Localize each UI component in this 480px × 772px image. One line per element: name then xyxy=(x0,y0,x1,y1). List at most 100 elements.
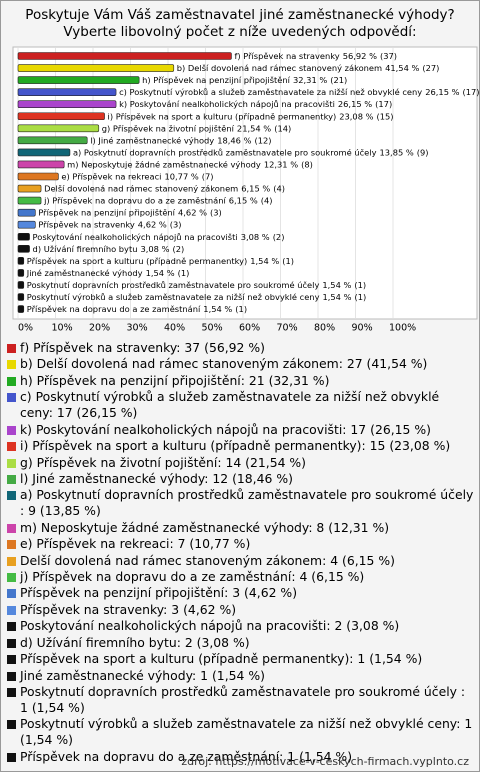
legend-label: Příspěvek na stravenky: 3 (4,62 %) xyxy=(20,601,237,617)
bar xyxy=(17,148,71,157)
legend-item: a) Poskytnutí dopravních prostředků zamě… xyxy=(7,487,475,518)
bar-label: Delší dovolená nad rámec stanovený zákon… xyxy=(44,183,285,193)
bar-label: e) Příspěvek na rekreaci 10,77 % (7) xyxy=(61,171,213,181)
count-label: (15) xyxy=(377,111,394,121)
legend-item: Příspěvek na dopravu do a ze zaměstnání:… xyxy=(7,749,475,765)
bar xyxy=(17,269,25,277)
legend-label: c) Poskytnutí výrobků a služeb zaměstnav… xyxy=(20,389,440,421)
count-label: (27) xyxy=(422,63,439,73)
legend-item: l) Jiné zaměstnanecké výhody: 12 (18,46 … xyxy=(7,471,475,487)
category-label: Delší dovolená nad rámec stanovený zákon… xyxy=(44,183,238,193)
bar xyxy=(17,196,42,205)
legend-label: i) Příspěvek na sport a kulturu (případn… xyxy=(20,438,451,454)
category-label: h) Příspěvek na penzijní připojištění xyxy=(142,75,291,85)
source: zdroj: https://motivace-v-ceskych-firmac… xyxy=(181,755,469,768)
value-label: 6,15 % xyxy=(241,183,270,193)
count-label: (1) xyxy=(235,304,247,314)
value-label: 1,54 % xyxy=(322,292,351,302)
bar-label: Příspěvek na penzijní připojištění 4,62 %… xyxy=(38,207,221,217)
legend-marker xyxy=(7,638,16,648)
count-label: (1) xyxy=(178,267,190,277)
x-tick-label: 20% xyxy=(89,323,110,334)
value-label: 56,92 % xyxy=(343,51,377,61)
count-label: (3) xyxy=(210,207,222,217)
legend-marker xyxy=(7,752,16,762)
legend-label: b) Delší dovolená nad rámec stanoveným z… xyxy=(20,356,428,372)
legend-marker xyxy=(7,344,16,353)
legend-label: j) Příspěvek na dopravu do a ze zaměstná… xyxy=(20,569,365,584)
legend-item: f) Příspěvek na stravenky: 37 (56,92 %) xyxy=(7,340,475,356)
value-label: 10,77 % xyxy=(164,171,198,181)
value-label: 26,15 % xyxy=(425,87,459,97)
value-label: 1,54 % xyxy=(203,304,232,314)
legend-marker xyxy=(7,622,16,632)
value-label: 21,54 % xyxy=(237,123,271,133)
legend-item: m) Neposkytuje žádné zaměstnanecké výhod… xyxy=(7,520,475,536)
bar-label: m) Neposkytuje žádné zaměstnanecké výhod… xyxy=(67,159,313,169)
bar xyxy=(17,136,88,145)
bar-label: i) Příspěvek na sport a kulturu (případn… xyxy=(108,111,394,121)
legend-marker xyxy=(7,458,16,468)
bar-label: j) Příspěvek na dopravu do a ze zaměstná… xyxy=(43,195,272,205)
category-label: k) Poskytování nealkoholických nápojů na… xyxy=(119,99,335,109)
legend-item: g) Příspěvek na životní pojištění: 14 (2… xyxy=(7,455,475,471)
category-label: Příspěvek na stravenky xyxy=(38,219,135,229)
chart-title: Poskytuje Vám Váš zaměstnavatel jiné zam… xyxy=(25,7,454,23)
bar xyxy=(17,293,25,301)
value-label: 18,46 % xyxy=(217,135,251,145)
value-label: 6,15 % xyxy=(229,195,258,205)
legend-label: Poskytnutí dopravních prostředků zaměstn… xyxy=(20,684,466,715)
bar-label: c) Poskytnutí výrobků a služeb zaměstnav… xyxy=(119,87,479,97)
legend-item: Jiné zaměstnanecké výhody: 1 (1,54 %) xyxy=(7,668,475,684)
value-label: 41,54 % xyxy=(385,63,419,73)
legend-label: Delší dovolená nad rámec stanoveným záko… xyxy=(20,552,395,568)
legend-item: d) Užívání firemního bytu: 2 (3,08 %) xyxy=(7,635,475,651)
x-tick-label: 30% xyxy=(127,323,148,334)
bar xyxy=(17,112,105,121)
count-label: (8) xyxy=(301,159,313,169)
count-label: (1) xyxy=(282,255,294,265)
legend-label: l) Jiné zaměstnanecké výhody: 12 (18,46 … xyxy=(20,470,293,486)
category-label: Poskytnutí výrobků a služeb zaměstnavate… xyxy=(27,292,320,302)
count-label: (1) xyxy=(354,279,366,289)
count-label: (14) xyxy=(274,123,291,133)
count-label: (4) xyxy=(261,195,273,205)
legend-marker xyxy=(7,491,16,501)
category-label: c) Poskytnutí výrobků a služeb zaměstnav… xyxy=(119,87,422,97)
legend-item: Poskytnutí výrobků a služeb zaměstnavate… xyxy=(7,716,475,747)
legend-marker xyxy=(7,605,16,615)
legend-marker xyxy=(7,556,16,566)
count-label: (21) xyxy=(330,75,347,85)
count-label: (17) xyxy=(463,87,480,97)
count-label: (12) xyxy=(254,135,271,145)
count-label: (37) xyxy=(380,51,397,61)
count-label: (1) xyxy=(354,292,366,302)
legend-item: Příspěvek na penzijní připojištění: 3 (4… xyxy=(7,585,475,601)
category-label: Příspěvek na sport a kulturu (případně p… xyxy=(27,255,248,265)
legend-label: Příspěvek na dopravu do a ze zaměstnání:… xyxy=(20,748,353,764)
value-label: 13,85 % xyxy=(380,147,414,157)
legend-item: i) Příspěvek na sport a kulturu (případn… xyxy=(7,438,475,454)
legend-label: f) Příspěvek na stravenky: 37 (56,92 %) xyxy=(20,340,265,355)
bar-label: h) Příspěvek na penzijní připojištění 32,… xyxy=(142,75,347,85)
legend-label: m) Neposkytuje žádné zaměstnanecké výhod… xyxy=(20,519,390,535)
bar-label: Poskytnutí dopravních prostředků zaměstn… xyxy=(27,279,366,289)
value-label: 1,54 % xyxy=(146,267,175,277)
bar xyxy=(17,52,232,60)
category-label: Poskytnutí dopravních prostředků zaměstn… xyxy=(27,279,320,289)
legend-marker xyxy=(7,523,16,533)
legend-item: Delší dovolená nad rámec stanoveným záko… xyxy=(7,553,475,569)
bar-label: b) Delší dovolená nad rámec stanovený zá… xyxy=(177,63,440,73)
bar-label: Jiné zaměstnanecké výhody 1,54 % (1) xyxy=(26,267,190,277)
category-label: b) Delší dovolená nad rámec stanovený zá… xyxy=(177,63,382,73)
legend-label: k) Poskytování nealkoholických nápojů na… xyxy=(20,421,431,437)
legend-label: Příspěvek na sport a kulturu (případně p… xyxy=(20,651,423,667)
legend-marker xyxy=(7,688,16,698)
legend-label: Jiné zaměstnanecké výhody: 1 (1,54 %) xyxy=(20,667,265,683)
x-tick-label: 100% xyxy=(389,323,416,334)
legend-label: a) Poskytnutí dopravních prostředků zamě… xyxy=(20,487,474,519)
legend-item: j) Příspěvek na dopravu do a ze zaměstná… xyxy=(7,569,475,585)
legend-label: h) Příspěvek na penzijní připojištění: 2… xyxy=(20,372,330,388)
category-label: Jiné zaměstnanecké výhody xyxy=(26,267,143,277)
